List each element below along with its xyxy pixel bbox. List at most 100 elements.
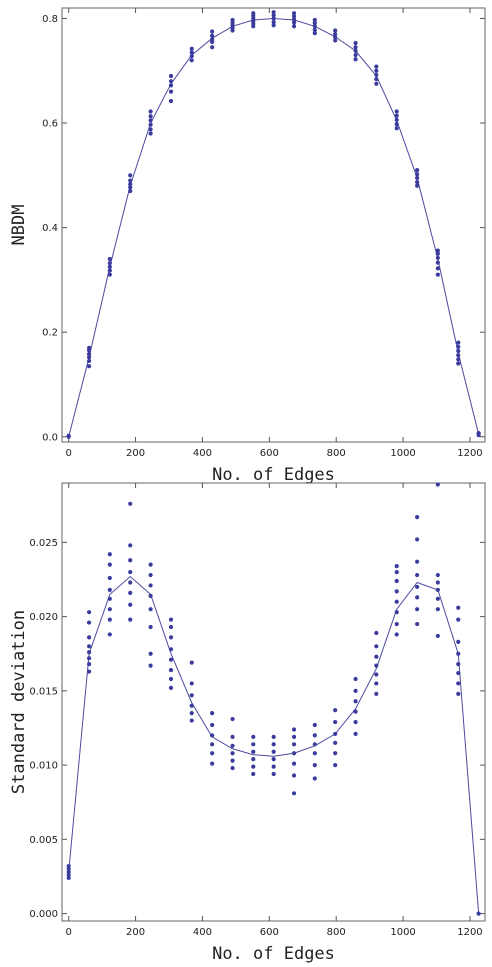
data-point: [189, 681, 194, 686]
data-point: [353, 40, 358, 46]
data-point: [271, 10, 276, 15]
data-point: [333, 751, 338, 756]
data-point: [435, 607, 440, 612]
data-point: [107, 617, 112, 622]
data-point: [291, 727, 297, 732]
data-point: [435, 482, 440, 487]
data-point: [415, 515, 420, 520]
data-point: [374, 630, 379, 636]
data-point: [312, 751, 317, 756]
data-point: [168, 635, 174, 640]
data-point: [86, 610, 92, 615]
data-point: [86, 650, 92, 655]
data-point: [148, 114, 153, 119]
data-point: [168, 83, 174, 88]
data-point: [168, 647, 174, 652]
data-point: [210, 45, 215, 50]
data-point: [291, 17, 297, 22]
data-point: [107, 272, 112, 277]
data-point: [128, 543, 133, 548]
data-point: [189, 711, 194, 716]
data-point: [251, 771, 256, 777]
data-point: [394, 569, 399, 575]
data-point: [456, 617, 461, 622]
data-point: [271, 13, 276, 18]
data-point: [271, 749, 276, 754]
data-point: [210, 761, 215, 766]
data-point: [107, 562, 112, 567]
data-point: [210, 722, 215, 728]
data-point: [291, 24, 297, 29]
data-point: [210, 733, 215, 738]
data-point: [312, 776, 317, 781]
y-tick-label: 0.0: [42, 432, 58, 443]
x-tick-label: 1200: [457, 448, 482, 459]
y-tick-label: 0.000: [29, 909, 58, 920]
data-point: [312, 742, 317, 747]
data-point: [148, 109, 153, 114]
data-point: [128, 580, 133, 585]
data-point: [168, 657, 174, 662]
y-tick-label: 0.020: [29, 612, 58, 623]
data-point: [312, 27, 317, 33]
data-point: [148, 118, 153, 123]
data-point: [456, 691, 461, 696]
data-point: [168, 667, 174, 673]
data-point: [86, 644, 92, 649]
data-point: [168, 89, 174, 94]
data-point: [415, 572, 420, 578]
data-point: [291, 20, 297, 25]
data-point: [435, 587, 440, 593]
data-point: [456, 639, 461, 644]
data-point: [394, 599, 399, 604]
data-point: [168, 73, 174, 79]
data-point: [353, 719, 358, 725]
data-point: [128, 602, 133, 607]
data-point: [66, 433, 71, 438]
data-point: [189, 58, 194, 63]
data-point: [394, 632, 399, 637]
data-point: [66, 869, 71, 875]
data-point: [66, 875, 71, 881]
y-tick-label: 0.6: [42, 119, 58, 130]
data-point: [128, 617, 133, 622]
data-point: [353, 48, 358, 53]
data-point: [312, 24, 317, 29]
data-point: [148, 593, 153, 598]
data-point: [86, 635, 92, 640]
data-point: [251, 734, 256, 739]
data-point: [476, 911, 481, 916]
data-point: [456, 670, 461, 676]
data-point: [394, 578, 399, 584]
data-point: [291, 773, 297, 778]
data-point: [291, 751, 297, 756]
data-point: [271, 771, 276, 777]
data-point: [312, 17, 317, 23]
data-point: [86, 352, 92, 357]
y-tick-label: 0.005: [29, 835, 58, 846]
data-point: [435, 633, 440, 639]
data-point: [312, 763, 317, 768]
data-point: [148, 651, 153, 656]
data-point: [456, 651, 461, 656]
data-point: [230, 758, 235, 763]
data-point: [312, 21, 317, 26]
data-point: [312, 30, 317, 36]
data-point: [374, 681, 379, 686]
data-point: [107, 256, 112, 262]
data-point: [456, 340, 461, 345]
data-point: [374, 77, 379, 82]
data-point: [333, 763, 338, 768]
y-axis-title: NBDM: [9, 205, 29, 246]
data-point: [148, 663, 153, 668]
mean-curve-line: [68, 575, 480, 914]
data-point: [168, 98, 174, 104]
data-point: [456, 662, 461, 667]
data-point: [107, 552, 112, 557]
data-point: [435, 248, 440, 253]
data-point: [456, 348, 461, 354]
data-point: [374, 691, 379, 696]
data-point: [353, 688, 358, 693]
data-point: [333, 740, 338, 745]
data-point: [394, 113, 399, 118]
